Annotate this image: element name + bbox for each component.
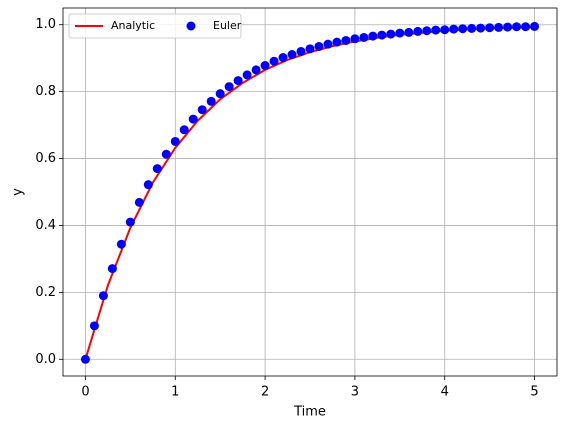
euler-point	[278, 53, 288, 63]
euler-point	[305, 44, 315, 54]
y-axis-label: y	[11, 188, 26, 196]
euler-point	[215, 89, 225, 99]
euler-point	[413, 26, 423, 36]
euler-point	[260, 61, 270, 71]
legend-box	[68, 13, 242, 39]
x-axis-label: Time	[293, 405, 326, 420]
y-tick-label: 1.0	[35, 17, 56, 32]
euler-point	[503, 22, 513, 32]
euler-point	[314, 41, 324, 51]
euler-point	[395, 28, 405, 38]
euler-point	[170, 136, 180, 146]
euler-point	[251, 65, 261, 75]
x-tick-label: 1	[171, 385, 179, 400]
euler-point	[431, 25, 441, 35]
legend-label: Analytic	[111, 19, 155, 32]
euler-point	[323, 39, 333, 49]
euler-point	[404, 27, 414, 37]
euler-point	[152, 164, 162, 174]
euler-point	[80, 354, 90, 364]
euler-point	[458, 24, 468, 34]
euler-point	[98, 291, 108, 301]
euler-point	[107, 264, 117, 274]
euler-point	[134, 197, 144, 207]
euler-point	[377, 30, 387, 40]
euler-point	[224, 82, 234, 92]
euler-point	[269, 56, 279, 66]
y-tick-label: 0.0	[35, 352, 56, 367]
euler-point	[494, 22, 504, 32]
x-tick-label: 3	[351, 385, 359, 400]
euler-point	[341, 35, 351, 45]
euler-point	[440, 25, 450, 35]
legend-label: Euler	[213, 19, 242, 32]
euler-point	[485, 23, 495, 33]
euler-point	[242, 70, 252, 80]
euler-point	[476, 23, 486, 33]
euler-point	[368, 31, 378, 41]
euler-point	[179, 125, 189, 135]
y-tick-label: 0.6	[35, 151, 56, 166]
euler-point	[449, 24, 459, 34]
euler-point	[206, 96, 216, 106]
plot-frame	[62, 7, 558, 377]
y-tick-label: 0.8	[35, 84, 56, 99]
x-tick-label: 4	[441, 385, 449, 400]
legend-swatch	[186, 21, 196, 31]
euler-point	[116, 239, 126, 249]
x-tick-label: 0	[81, 385, 89, 400]
euler-point	[350, 34, 360, 44]
euler-point	[386, 29, 396, 39]
x-tick-label: 2	[261, 385, 269, 400]
y-tick-label: 0.4	[35, 218, 56, 233]
euler-point	[332, 37, 342, 47]
euler-point	[287, 50, 297, 60]
euler-point	[89, 321, 99, 331]
y-tick-label: 0.2	[35, 285, 56, 300]
euler-point	[233, 76, 243, 86]
euler-point	[467, 23, 477, 33]
euler-point	[197, 105, 207, 115]
euler-point	[143, 180, 153, 190]
euler-point	[188, 114, 198, 124]
euler-point	[296, 46, 306, 56]
euler-point	[161, 149, 171, 159]
euler-point	[512, 22, 522, 32]
euler-point	[422, 26, 432, 36]
euler-point	[521, 22, 531, 32]
analytic-line	[84, 26, 535, 360]
euler-point	[359, 32, 369, 42]
legend: Analytic Euler	[68, 13, 242, 39]
x-tick-label: 5	[530, 385, 538, 400]
euler-point	[125, 217, 135, 227]
euler-point	[530, 21, 540, 31]
